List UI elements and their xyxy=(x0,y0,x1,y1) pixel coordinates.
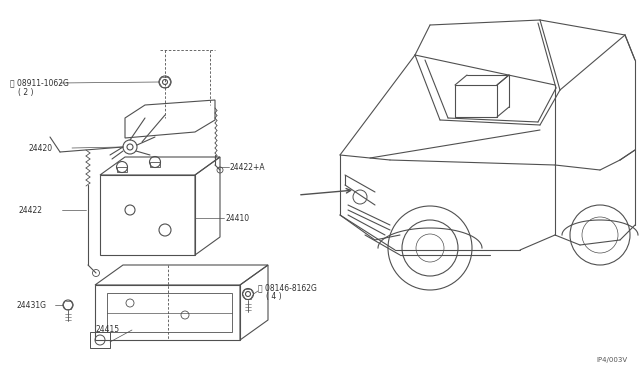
Text: 24422: 24422 xyxy=(18,205,42,215)
Text: IP4/003V: IP4/003V xyxy=(597,357,628,363)
Text: 24410: 24410 xyxy=(225,214,249,222)
Text: ( 4 ): ( 4 ) xyxy=(266,292,282,301)
Text: Ⓝ 08146-8162G: Ⓝ 08146-8162G xyxy=(258,283,317,292)
Text: 24420: 24420 xyxy=(28,144,52,153)
Text: Ⓝ 08911-1062G: Ⓝ 08911-1062G xyxy=(10,78,69,87)
Text: ( 2 ): ( 2 ) xyxy=(18,87,33,96)
Text: 24422+A: 24422+A xyxy=(230,163,266,171)
Text: 24415: 24415 xyxy=(95,326,119,334)
Text: 24431G: 24431G xyxy=(16,301,46,310)
